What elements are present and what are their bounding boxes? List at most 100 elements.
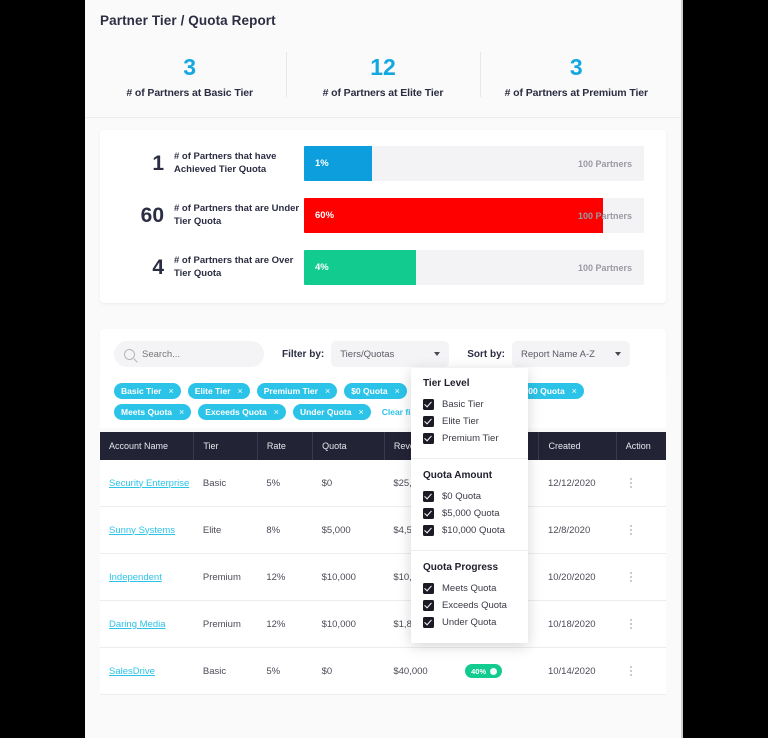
dropdown-checkbox-item[interactable]: $0 Quota [411,488,528,505]
cell-created: 10/14/2020 [538,647,617,695]
quota-bar-total: 100 Partners [577,262,632,273]
sort-by-select[interactable]: Report Name A-Z [512,341,631,367]
table-column-header[interactable]: Created [538,432,617,460]
dropdown-item-label: Basic Tier [442,399,484,410]
filter-chip[interactable]: Basic Tier × [114,383,181,399]
cell-action [616,460,666,507]
cell-quota: $0 [312,460,385,507]
active-filter-chips: Basic Tier × Elite Tier × Premium Tier × $0 Qu… [100,377,666,428]
cell-quota: $10,000 [312,600,385,648]
row-menu-icon[interactable] [625,525,637,535]
filter-chip[interactable]: Elite Tier × [187,383,250,399]
dropdown-checkbox-item[interactable]: Exceeds Quota [411,597,528,614]
checkbox-checked-icon[interactable] [423,491,434,502]
checkbox-checked-icon[interactable] [423,416,434,427]
table-column-header[interactable]: Quota [312,432,385,460]
dropdown-checkbox-item[interactable]: Meets Quota [411,580,528,597]
kpi-basic-tier: 3 # of Partners at Basic Tier [93,50,286,99]
account-link[interactable]: Daring Media [109,618,166,630]
quota-bar-track: 4% 100 Partners [304,250,644,285]
filter-by-label: Filter by: [282,348,325,360]
cell-account-name: Security Enterprise [100,460,194,507]
row-menu-icon[interactable] [625,666,637,676]
quota-bar-percent: 60% [315,210,335,221]
dropdown-checkbox-item[interactable]: Basic Tier [411,396,528,413]
filter-chip[interactable]: Exceeds Quota × [198,404,286,420]
checkbox-checked-icon[interactable] [423,600,434,611]
clear-filters-link[interactable]: Clear filters.. [381,407,434,417]
table-column-header[interactable]: Action [616,432,666,460]
search-icon [124,348,135,360]
cell-created: 10/18/2020 [538,600,617,648]
quota-label: # of Partners that are Under Tier Quota [174,203,300,227]
dropdown-item-label: Exceeds Quota [442,600,507,611]
dropdown-checkbox-item[interactable]: $5,000 Quota [411,505,528,522]
table-controls: Filter by: Tiers/Quotas Sort by: Report … [100,329,666,377]
chevron-down-icon [615,352,622,356]
account-link[interactable]: Security Enterprise [109,477,190,489]
table-header-row: Account NameTierRateQuotaRevenueQuota Pr… [100,432,666,460]
filter-chip-label: Premium Tier [263,386,318,396]
checkbox-checked-icon[interactable] [423,399,434,410]
quota-label: # of Partners that are Over Tier Quota [174,255,294,279]
dropdown-item-label: $5,000 Quota [442,508,500,519]
cell-action [616,506,666,554]
filter-chip[interactable]: $0 Quota × [344,383,407,399]
table-column-header[interactable]: Tier [193,432,258,460]
dropdown-checkbox-item[interactable]: Under Quota [411,614,528,631]
chip-remove-icon[interactable]: × [324,386,331,396]
quota-bar-fill: 1% [304,146,372,181]
chip-remove-icon[interactable]: × [394,386,400,396]
search-input[interactable] [142,348,252,360]
row-menu-icon[interactable] [625,572,637,582]
dropdown-checkbox-item[interactable]: $10,000 Quota [411,522,528,539]
chip-remove-icon[interactable]: × [273,407,279,417]
account-link[interactable]: Independent [109,571,162,583]
filter-chip-label: Exceeds Quota [205,407,267,417]
cell-rate: 12% [257,600,313,648]
dropdown-checkbox-item[interactable]: Elite Tier [411,413,528,430]
dropdown-group-title: Tier Level [423,378,470,389]
checkbox-checked-icon[interactable] [423,508,434,519]
dropdown-group: Quota Progress Meets Quota Exceeds Quota Un… [411,550,528,633]
table-column-header[interactable]: Rate [257,432,314,460]
sort-by-label: Sort by: [467,348,506,360]
cell-quota: $0 [312,647,385,695]
filter-chip[interactable]: Under Quota × [292,404,371,420]
filter-chip-label: Meets Quota [121,407,173,417]
cell-tier: Elite [193,506,258,554]
account-link[interactable]: Sunny Systems [109,524,175,536]
dropdown-group-title: Quota Progress [423,562,499,573]
filter-chip[interactable]: Meets Quota × [114,404,192,420]
quota-bar-percent: 4% [315,262,329,273]
dropdown-checkbox-item[interactable]: Premium Tier [411,430,528,447]
search-box[interactable] [114,341,264,367]
account-link[interactable]: SalesDrive [109,665,155,677]
chip-remove-icon[interactable]: × [571,386,577,396]
filter-chip[interactable]: Premium Tier × [256,383,338,399]
partners-table: Account NameTierRateQuotaRevenueQuota Pr… [100,432,666,695]
filter-by-value: Tiers/Quotas [340,348,395,360]
checkbox-checked-icon[interactable] [423,433,434,444]
checkbox-checked-icon[interactable] [423,617,434,628]
checkbox-checked-icon[interactable] [423,525,434,536]
filter-by-select[interactable]: Tiers/Quotas [331,341,450,367]
cell-tier: Basic [193,460,258,507]
quota-count: 60 [140,203,164,227]
row-menu-icon[interactable] [625,478,637,488]
chip-remove-icon[interactable]: × [179,407,185,417]
checkbox-checked-icon[interactable] [423,583,434,594]
filter-chip-label: Elite Tier [194,386,231,396]
cell-quota: $10,000 [312,553,385,601]
chip-remove-icon[interactable]: × [237,386,243,396]
table-column-header[interactable]: Account Name [100,432,195,460]
quota-row-over: 4 # of Partners that are Over Tier Quota… [122,250,644,285]
filter-dropdown-panel[interactable]: Tier Level Basic Tier Elite Tier Premium Ti… [411,368,528,643]
cell-tier: Premium [193,553,258,601]
dropdown-item-label: Elite Tier [442,416,479,427]
chip-remove-icon[interactable]: × [358,407,364,417]
partners-table-wrap: Account NameTierRateQuotaRevenueQuota Pr… [100,432,666,695]
chip-remove-icon[interactable]: × [168,386,174,396]
row-menu-icon[interactable] [625,619,637,629]
quota-bar-total: 100 Partners [577,158,632,169]
